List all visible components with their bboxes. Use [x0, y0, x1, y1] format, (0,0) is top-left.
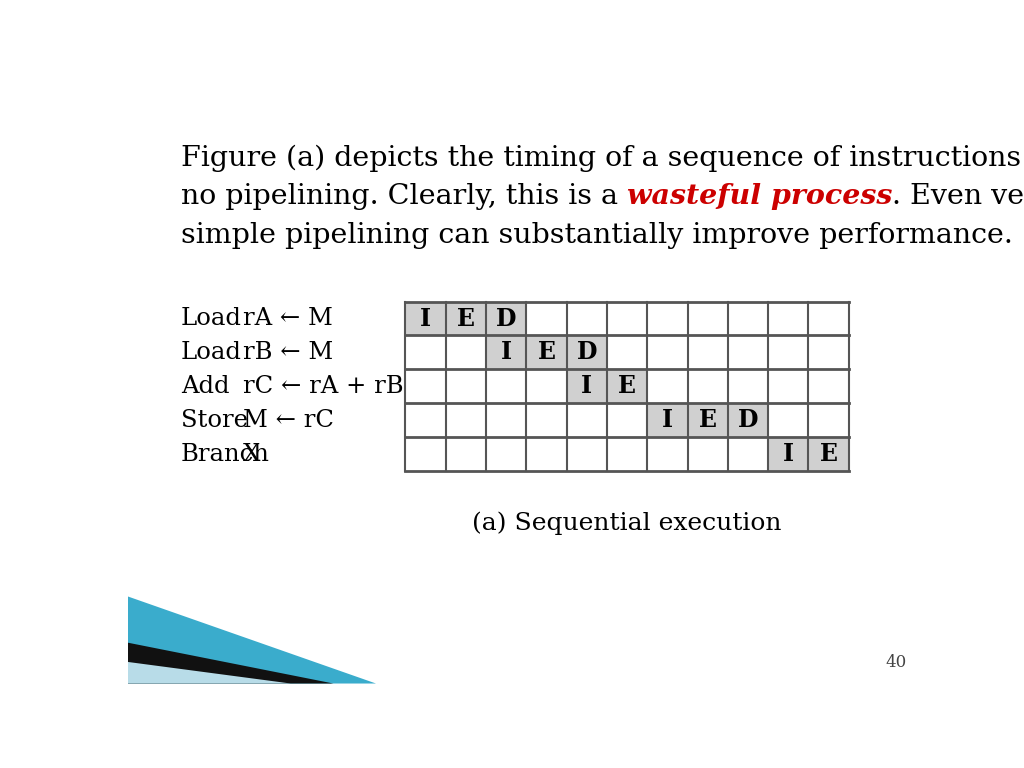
- Bar: [486, 336, 526, 369]
- Bar: [768, 437, 809, 471]
- Bar: [445, 437, 486, 471]
- Text: Load: Load: [180, 307, 242, 330]
- Bar: [566, 437, 607, 471]
- Bar: [809, 403, 849, 437]
- Text: (a) Sequential execution: (a) Sequential execution: [472, 511, 782, 535]
- Bar: [607, 302, 647, 336]
- Text: simple pipelining can substantially improve performance.: simple pipelining can substantially impr…: [180, 221, 1013, 249]
- Text: Store: Store: [180, 409, 248, 432]
- Text: . Even very: . Even very: [892, 183, 1024, 210]
- Text: D: D: [496, 306, 516, 330]
- Bar: [809, 302, 849, 336]
- Text: rA ← M: rA ← M: [243, 307, 333, 330]
- Bar: [526, 403, 566, 437]
- Bar: [406, 403, 445, 437]
- Text: E: E: [819, 442, 838, 466]
- Bar: [406, 302, 445, 336]
- Text: I: I: [420, 306, 431, 330]
- Bar: [728, 336, 768, 369]
- Bar: [687, 403, 728, 437]
- Text: I: I: [782, 442, 794, 466]
- Bar: [526, 336, 566, 369]
- Text: rC ← rA + rB: rC ← rA + rB: [243, 375, 403, 398]
- Bar: [647, 336, 687, 369]
- Bar: [486, 403, 526, 437]
- Bar: [445, 302, 486, 336]
- Bar: [809, 437, 849, 471]
- Bar: [687, 336, 728, 369]
- Text: D: D: [577, 340, 597, 365]
- Bar: [687, 437, 728, 471]
- Bar: [406, 336, 445, 369]
- Text: E: E: [698, 408, 717, 432]
- Text: E: E: [457, 306, 475, 330]
- Text: Branch: Branch: [180, 442, 269, 465]
- Bar: [566, 336, 607, 369]
- Text: wasteful process: wasteful process: [627, 183, 892, 210]
- Bar: [768, 336, 809, 369]
- Text: rB ← M: rB ← M: [243, 341, 333, 364]
- Bar: [445, 336, 486, 369]
- Bar: [687, 302, 728, 336]
- Bar: [486, 437, 526, 471]
- Polygon shape: [128, 597, 376, 684]
- Text: E: E: [618, 374, 636, 399]
- Bar: [566, 403, 607, 437]
- Bar: [526, 437, 566, 471]
- Bar: [809, 369, 849, 403]
- Text: X: X: [243, 442, 260, 465]
- Bar: [607, 369, 647, 403]
- Bar: [647, 403, 687, 437]
- Bar: [607, 437, 647, 471]
- Bar: [607, 336, 647, 369]
- Bar: [768, 403, 809, 437]
- Text: no pipelining. Clearly, this is a: no pipelining. Clearly, this is a: [180, 183, 627, 210]
- Polygon shape: [128, 662, 291, 684]
- Text: E: E: [538, 340, 555, 365]
- Bar: [728, 302, 768, 336]
- Text: D: D: [737, 408, 758, 432]
- Bar: [647, 369, 687, 403]
- Text: Add: Add: [180, 375, 229, 398]
- Text: M ← rC: M ← rC: [243, 409, 334, 432]
- Text: I: I: [662, 408, 673, 432]
- Bar: [728, 369, 768, 403]
- Text: 40: 40: [886, 654, 907, 671]
- Bar: [406, 437, 445, 471]
- Text: I: I: [501, 340, 512, 365]
- Bar: [768, 302, 809, 336]
- Bar: [647, 302, 687, 336]
- Bar: [566, 302, 607, 336]
- Bar: [687, 369, 728, 403]
- Bar: [526, 369, 566, 403]
- Bar: [406, 369, 445, 403]
- Text: I: I: [582, 374, 592, 399]
- Bar: [768, 369, 809, 403]
- Text: Load: Load: [180, 341, 242, 364]
- Bar: [445, 403, 486, 437]
- Bar: [607, 403, 647, 437]
- Bar: [809, 336, 849, 369]
- Bar: [526, 302, 566, 336]
- Bar: [728, 403, 768, 437]
- Bar: [566, 369, 607, 403]
- Bar: [486, 369, 526, 403]
- Bar: [728, 437, 768, 471]
- Bar: [445, 369, 486, 403]
- Text: Figure (a) depicts the timing of a sequence of instructions using: Figure (a) depicts the timing of a seque…: [180, 144, 1024, 172]
- Polygon shape: [128, 643, 334, 684]
- Bar: [647, 437, 687, 471]
- Bar: [486, 302, 526, 336]
